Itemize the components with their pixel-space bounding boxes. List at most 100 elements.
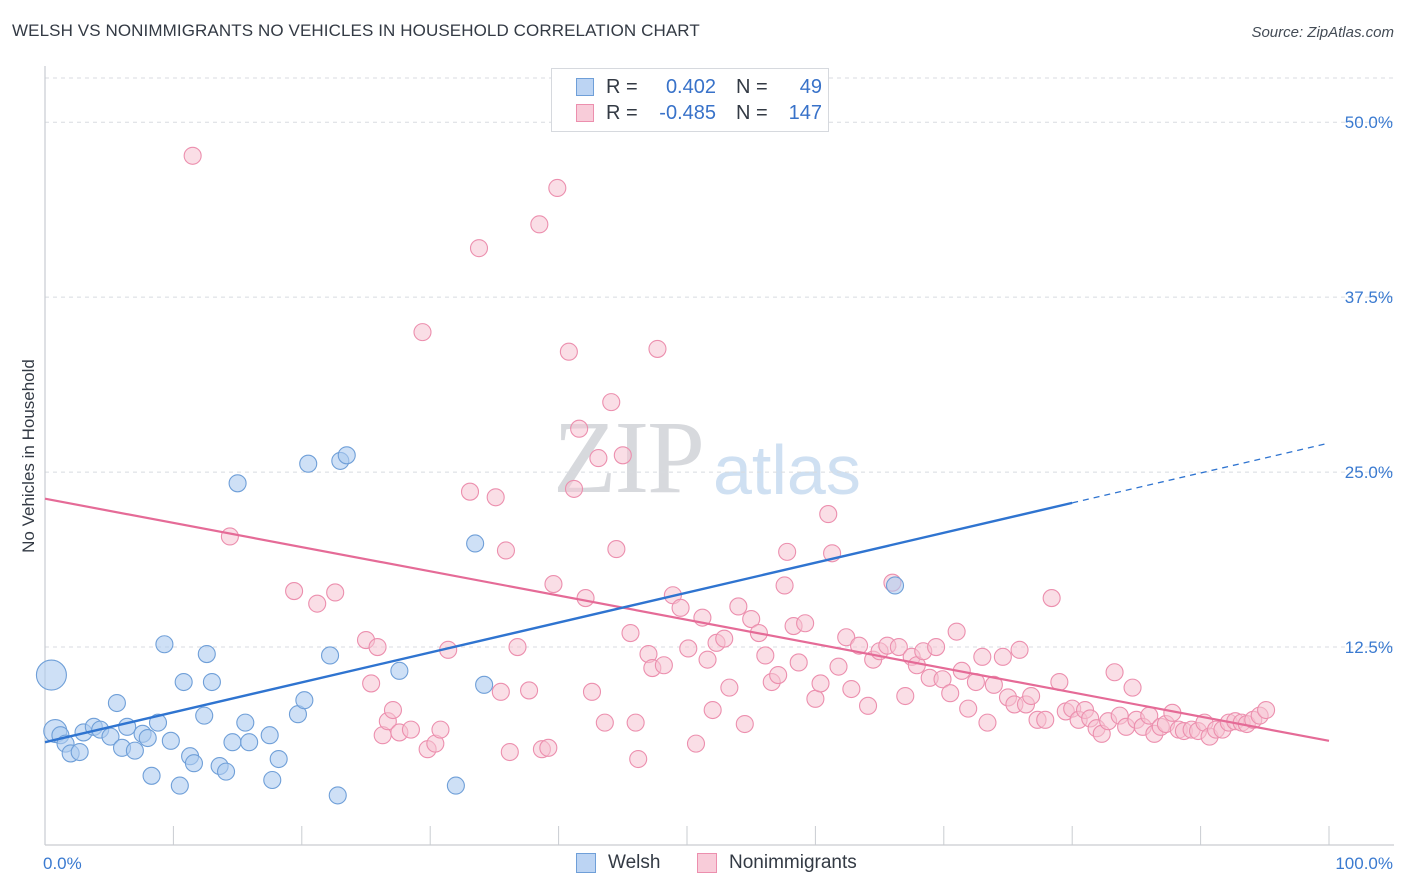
welsh-point [328, 786, 347, 805]
nonimmigrants-point [183, 146, 202, 165]
legend-row-welsh: R = 0.402 N = 49 [576, 75, 822, 99]
legend-item-welsh[interactable]: Welsh [576, 852, 660, 874]
y-tick-label: 12.5% [1345, 638, 1393, 657]
welsh-point [216, 762, 236, 781]
n-value: 49 [799, 75, 822, 98]
nonimmigrants-point [933, 670, 952, 689]
nonimmigrants-point [1123, 678, 1142, 697]
nonimmigrants-point [486, 488, 505, 507]
legend-row-nonimmigrants: R = -0.485 N = 147 [576, 101, 822, 125]
nonimmigrants-series [183, 146, 1276, 769]
welsh-point [446, 776, 465, 795]
nonimmigrants-point [837, 628, 856, 647]
trend-lines [44, 442, 1330, 744]
nonimmigrants-point [715, 629, 734, 648]
welsh-point [125, 741, 144, 760]
welsh-point [174, 672, 193, 692]
nonimmigrants-point [460, 482, 480, 501]
nonimmigrants-point [469, 239, 489, 258]
nonimmigrants-point [530, 215, 549, 234]
nonimmigrants-point [698, 650, 717, 669]
nonimmigrants-point [829, 657, 848, 676]
welsh-point [260, 726, 279, 745]
welsh-point [35, 659, 67, 691]
nonimmigrants-point [626, 713, 645, 732]
y-tick-label: 37.5% [1345, 288, 1393, 307]
nonimmigrants-point [220, 527, 239, 546]
nonimmigrants-point [927, 637, 946, 657]
nonimmigrants-point [1010, 640, 1029, 659]
nonimmigrants-point [520, 681, 539, 700]
welsh-point [236, 713, 255, 732]
nonimmigrants-point [1036, 710, 1055, 729]
nonimmigrants-point [778, 542, 797, 561]
welsh-point [263, 770, 282, 790]
x-tick-label: 0.0% [43, 854, 82, 873]
nonimmigrants-point [973, 647, 992, 666]
nonimmigrants-point [491, 682, 510, 701]
r-value: -0.485 [659, 101, 716, 124]
welsh-point [170, 776, 189, 795]
nonimmigrants-point [1022, 686, 1041, 706]
nonimmigrants-point [654, 656, 673, 675]
nonimmigrants-point [570, 419, 589, 438]
nonimmigrants-point [1257, 700, 1276, 720]
r-value: 0.402 [665, 75, 716, 98]
welsh-point [148, 713, 168, 732]
nonimmigrants-point [559, 342, 578, 361]
nonimmigrants-point [775, 576, 794, 595]
nonimmigrants-point [858, 696, 878, 715]
nonimmigrants-point [548, 178, 567, 198]
nonimmigrants-point [401, 720, 420, 739]
r-label: R = [606, 75, 638, 98]
nonimmigrants-point [308, 594, 327, 613]
y-axis-label: No Vehicles in Household [19, 359, 38, 553]
nonimmigrants-point [819, 505, 838, 524]
nonimmigrants-point [769, 665, 788, 685]
nonimmigrants-point [1105, 663, 1124, 682]
welsh-point [475, 675, 494, 694]
nonimmigrants-point [947, 622, 966, 641]
welsh-swatch [576, 78, 594, 96]
legend-item-nonimmigrants[interactable]: Nonimmigrants [697, 852, 857, 874]
nonimmigrants-point [896, 686, 915, 706]
nonimmigrants-point [589, 449, 608, 468]
welsh-point [142, 766, 161, 785]
welsh-point [466, 534, 485, 553]
nonimmigrants-swatch [697, 853, 717, 873]
r-label: R = [606, 101, 638, 124]
welsh-point [155, 635, 174, 654]
nonimmigrants-swatch [576, 104, 594, 122]
nonimmigrants-point [431, 720, 450, 739]
legend-label-nonimmigrants: Nonimmigrants [729, 852, 857, 873]
nonimmigrants-point [607, 540, 626, 559]
watermark-atlas: atlas [713, 431, 861, 509]
nonimmigrants-point [978, 713, 997, 732]
n-value: 147 [788, 101, 822, 124]
nonimmigrants-point [735, 714, 754, 734]
welsh-point [390, 661, 409, 680]
series-legend: Welsh Nonimmigrants [0, 852, 1406, 876]
legend-label-welsh: Welsh [608, 852, 661, 873]
nonimmigrants-point [671, 598, 690, 617]
chart-title: WELSH VS NONIMMIGRANTS NO VEHICLES IN HO… [12, 21, 700, 40]
nonimmigrants-point [613, 446, 632, 465]
welsh-point [299, 454, 318, 473]
nonimmigrants-point [621, 624, 640, 643]
nonimmigrants-point [756, 646, 775, 665]
welsh-point [107, 693, 126, 713]
welsh-point [269, 749, 288, 769]
nonimmigrants-point [1042, 589, 1061, 608]
nonimmigrants-point [629, 749, 648, 769]
nonimmigrants-point [806, 689, 825, 708]
welsh-swatch [576, 853, 596, 873]
welsh-point [320, 646, 340, 665]
welsh-point [337, 446, 356, 465]
welsh-point [295, 691, 314, 710]
correlation-legend: R = 0.402 N = 49 R = -0.485 N = 147 [551, 68, 829, 132]
welsh-point [228, 474, 247, 493]
nonimmigrants-point [811, 674, 830, 693]
nonimmigrants-point [544, 575, 563, 594]
nonimmigrants-point [686, 734, 706, 753]
nonimmigrants-point [850, 636, 869, 655]
